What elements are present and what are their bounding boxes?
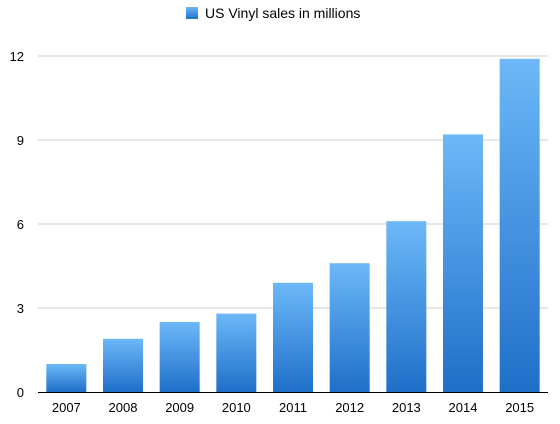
x-tick-label: 2015 <box>505 400 534 415</box>
bar-2014 <box>443 134 483 392</box>
y-tick-label: 0 <box>17 385 24 400</box>
x-tick-label: 2012 <box>335 400 364 415</box>
x-tick-label: 2013 <box>392 400 421 415</box>
bar-2011 <box>273 282 313 392</box>
bar-2009 <box>159 322 200 392</box>
bar-2008 <box>103 338 143 392</box>
chart-legend: US Vinyl sales in millions <box>186 5 360 21</box>
bar-2013 <box>386 221 427 392</box>
x-tick-label: 2014 <box>449 400 478 415</box>
x-tick-label: 2010 <box>222 400 251 415</box>
y-tick-label: 6 <box>17 217 24 232</box>
bar-2010 <box>216 313 257 392</box>
y-tick-label: 12 <box>10 49 24 64</box>
x-tick-label: 2009 <box>165 400 194 415</box>
y-tick-labels: 0 3 6 9 12 <box>10 49 24 400</box>
bar-2007 <box>46 364 87 392</box>
y-tick-label: 9 <box>17 133 24 148</box>
bar-2015 <box>499 58 540 393</box>
x-tick-label: 2007 <box>52 400 81 415</box>
legend-label: US Vinyl sales in millions <box>205 5 360 21</box>
legend-swatch <box>186 7 198 19</box>
x-tick-label: 2008 <box>109 400 138 415</box>
bar-2012 <box>329 263 370 392</box>
bars <box>46 58 540 393</box>
x-tick-labels: 2007 2008 2009 2010 2011 2012 2013 2014 2015 <box>52 400 534 415</box>
x-tick-label: 2011 <box>279 400 307 415</box>
y-tick-label: 3 <box>17 301 24 316</box>
